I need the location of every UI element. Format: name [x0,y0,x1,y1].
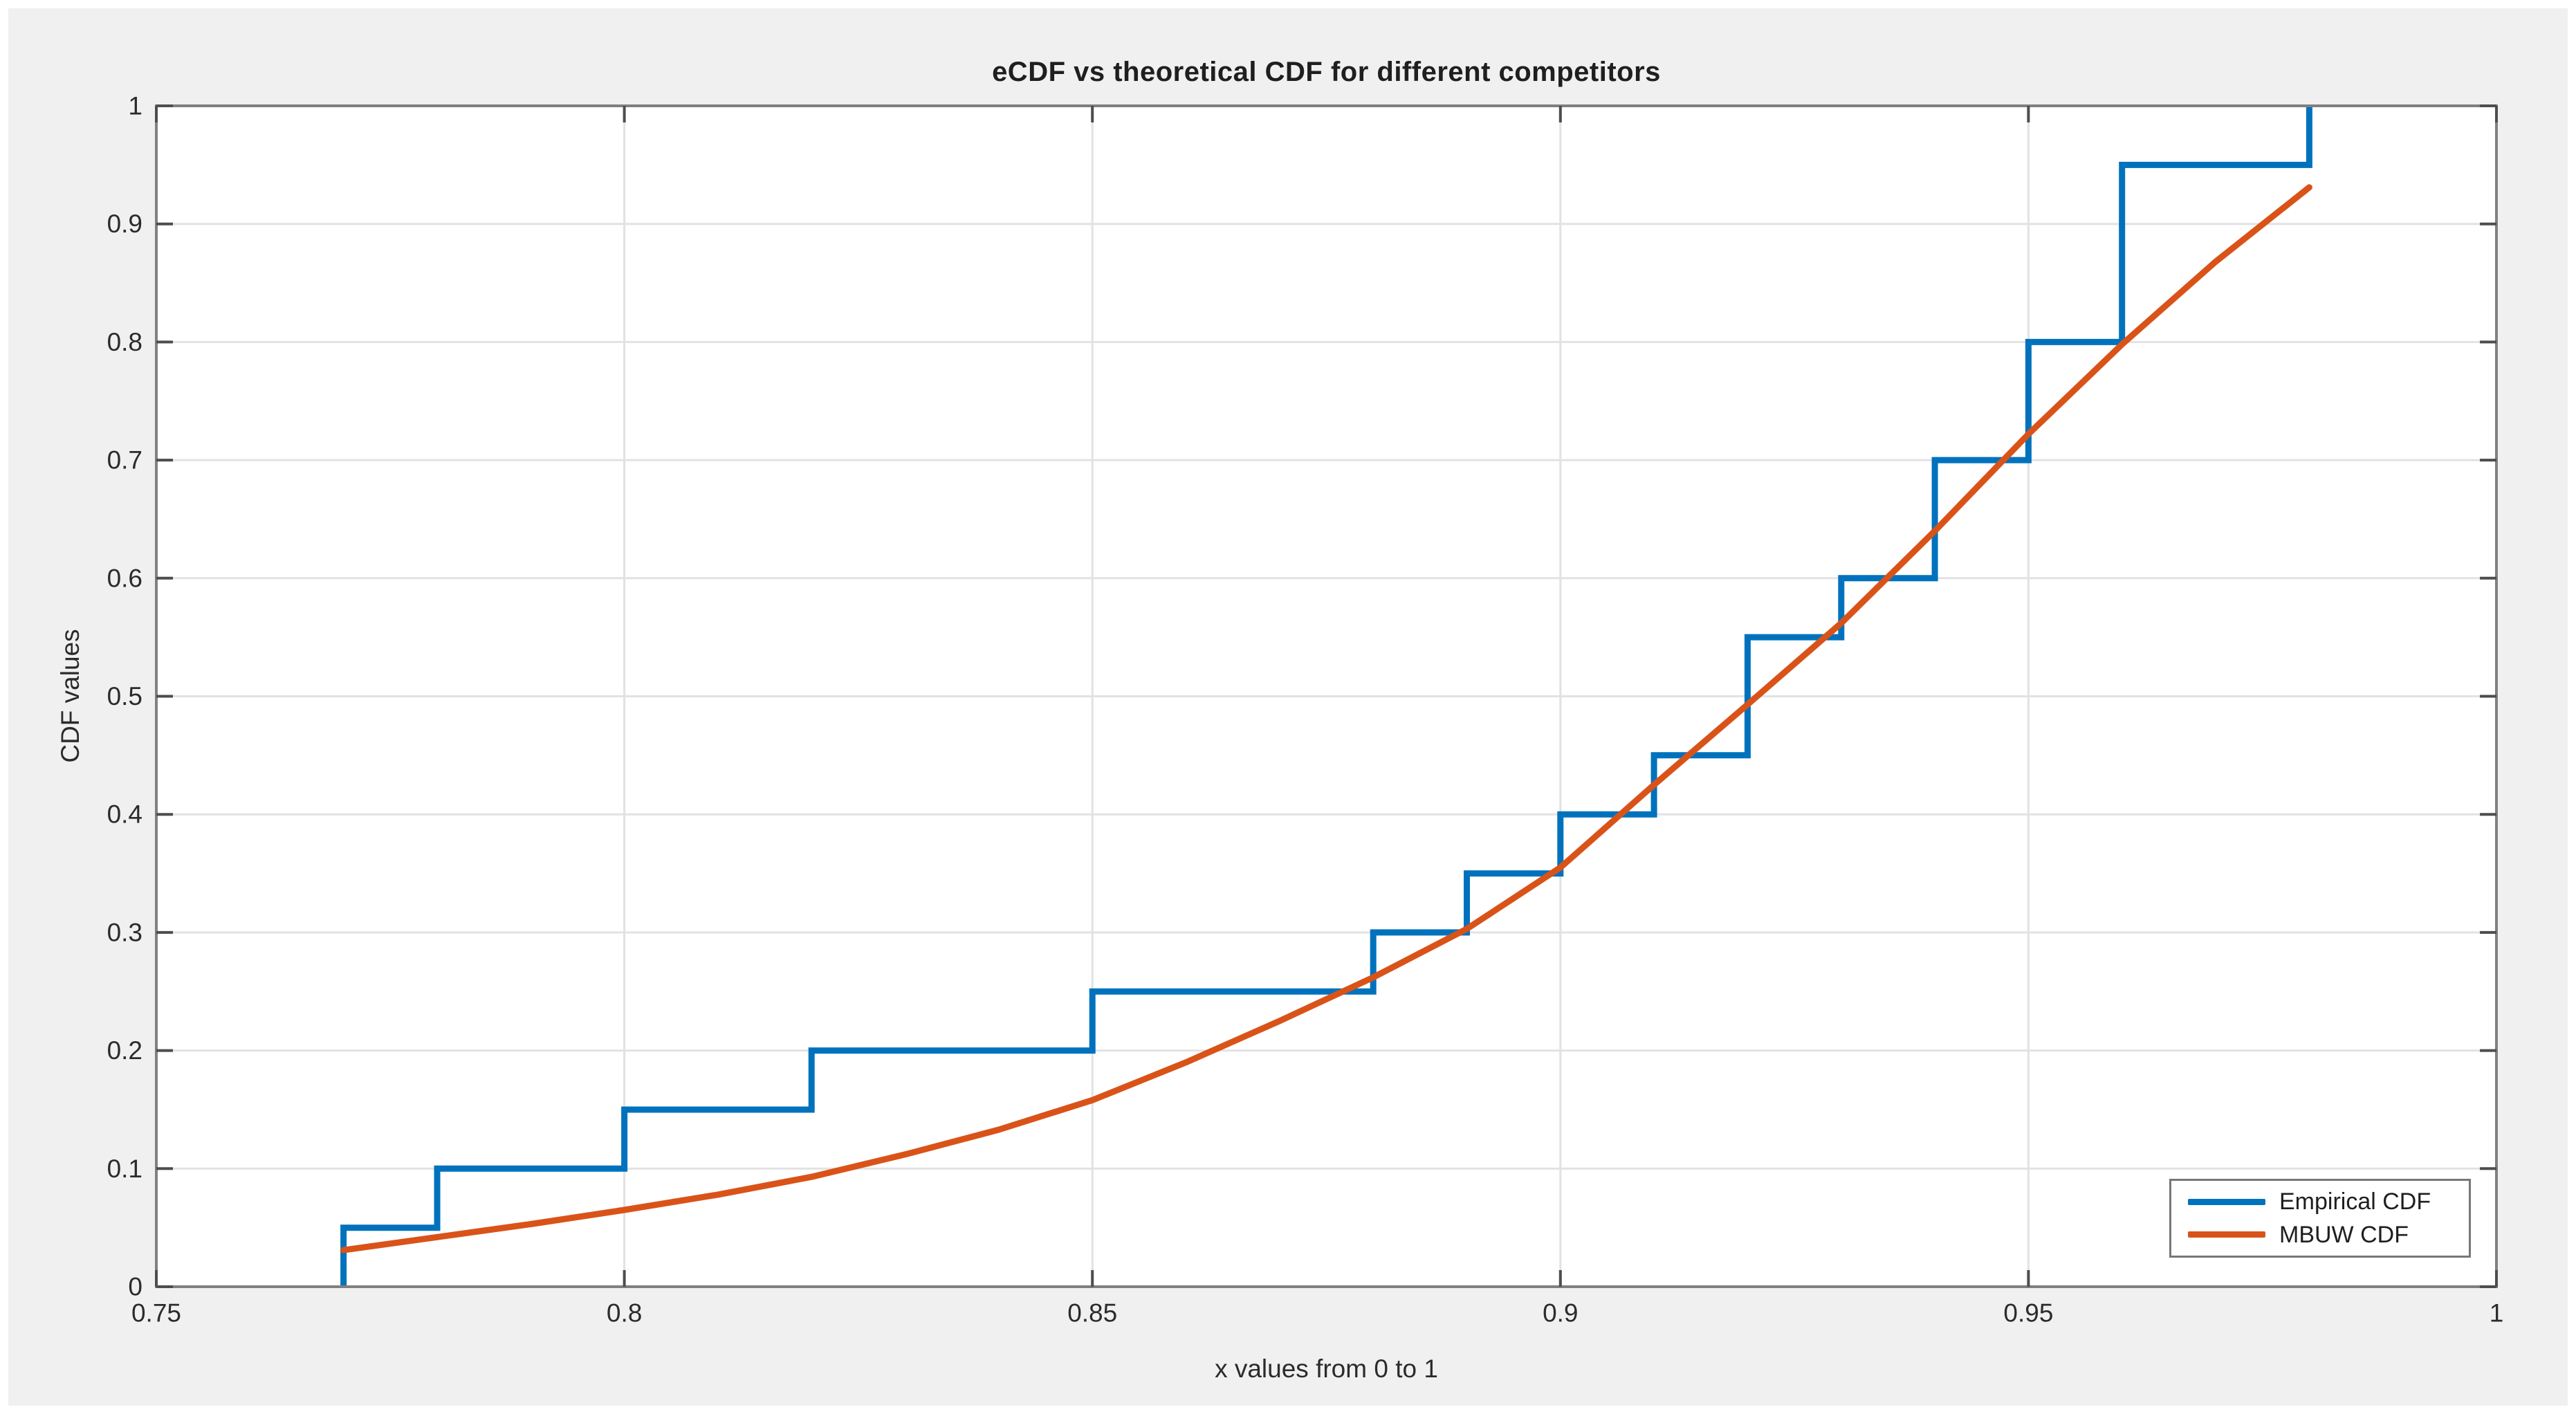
legend-line-sample-empirical [2188,1198,2265,1205]
y-tick-label: 0.7 [107,446,142,475]
x-tick-label: 1 [2490,1298,2504,1327]
x-tick-label: 0.8 [607,1298,642,1327]
y-tick-label: 0.5 [107,682,142,710]
y-tick-label: 0.8 [107,328,142,356]
legend-line-sample-mbuw [2188,1231,2265,1238]
y-tick-label: 0 [128,1273,142,1301]
legend: Empirical CDF MBUW CDF [2169,1179,2471,1258]
x-tick-label: 0.9 [1543,1298,1578,1327]
y-tick-label: 0.4 [107,800,142,829]
empirical-cdf-line [340,106,2312,1287]
legend-item-empirical: Empirical CDF [2188,1190,2469,1213]
x-tick-label: 0.95 [2003,1298,2053,1327]
y-tick-label: 1 [128,92,142,120]
y-axis-label: CDF values [56,629,84,763]
y-tick-label: 0.6 [107,564,142,592]
legend-label-mbuw: MBUW CDF [2279,1221,2409,1248]
x-tick-label: 0.75 [131,1298,181,1327]
mbuw-cdf-line [340,184,2312,1254]
x-axis-label: x values from 0 to 1 [1215,1355,1438,1383]
y-tick-label: 0.1 [107,1155,142,1183]
x-tick-label: 0.85 [1067,1298,1117,1327]
y-tick-label: 0.2 [107,1036,142,1065]
chart-title: eCDF vs theoretical CDF for different co… [992,57,1661,87]
y-tick-label: 0.9 [107,210,142,238]
legend-label-empirical: Empirical CDF [2279,1188,2431,1215]
legend-item-mbuw: MBUW CDF [2188,1223,2469,1247]
y-tick-label: 0.3 [107,918,142,946]
